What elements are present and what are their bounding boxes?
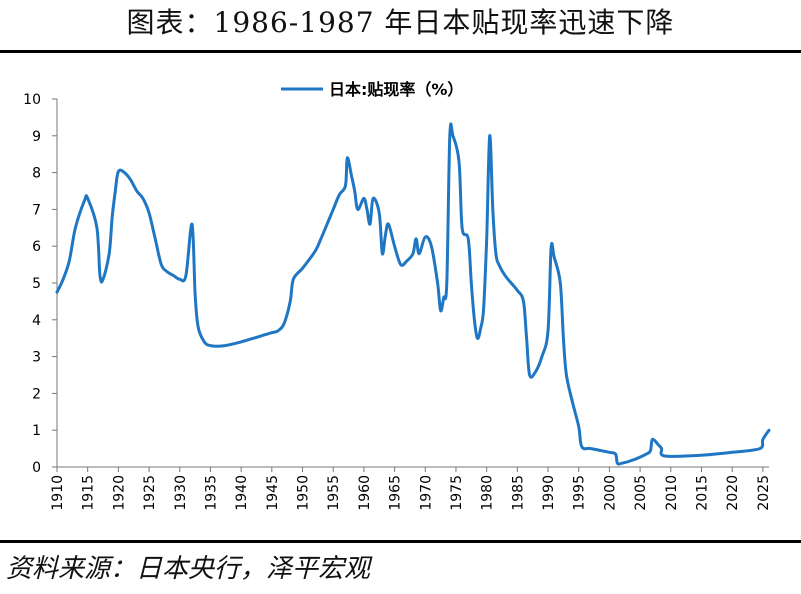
y-tick-label: 5: [32, 276, 41, 292]
x-tick-label: 1975: [449, 475, 465, 511]
series-group: [55, 122, 771, 466]
x-tick-label: 1995: [572, 475, 588, 511]
x-tick-label: 1940: [234, 475, 250, 511]
axes: [56, 99, 769, 468]
y-tick-label: 7: [32, 202, 41, 218]
source-note: 资料来源：日本央行，泽平宏观: [6, 554, 371, 584]
y-tick-label: 2: [32, 386, 41, 402]
x-tick-label: 1990: [541, 475, 557, 511]
x-tick-label: 2025: [756, 475, 772, 511]
line-chart: 日本:贴现率（%） 1910 1915 1920 1925 1930 1935 1940 19…: [23, 80, 772, 511]
bottom-divider: [0, 540, 801, 543]
x-tick-label: 2015: [694, 475, 710, 511]
y-tick-label: 1: [32, 423, 41, 439]
x-tick-label: 1910: [50, 475, 66, 511]
x-tick-label: 2010: [664, 475, 680, 511]
top-divider: [0, 50, 801, 53]
x-tick-label: 2005: [633, 475, 649, 511]
x-tick-label: 1955: [326, 475, 342, 511]
y-tick-label: 9: [32, 129, 41, 145]
x-tick-label: 1945: [265, 475, 281, 511]
x-tick-label: 2000: [602, 475, 618, 511]
y-tick-label: 4: [32, 313, 41, 329]
x-tick-label: 1985: [510, 475, 526, 511]
x-tick-label: 1980: [480, 475, 496, 511]
y-tick-label: 8: [32, 166, 41, 182]
legend-label: 日本:贴现率（%）: [329, 80, 463, 99]
x-tick-label: 1915: [81, 475, 97, 511]
y-axis-ticks: 0 1 2 3 4 5 6 7 8 9 10: [23, 92, 57, 476]
x-tick-label: 1925: [142, 475, 158, 511]
y-tick-label: 6: [32, 239, 41, 255]
x-tick-label: 1920: [111, 475, 127, 511]
y-tick-label: 0: [32, 460, 41, 476]
x-tick-label: 1965: [388, 475, 404, 511]
chart-title: 图表：1986-1987 年日本贴现率迅速下降: [126, 6, 675, 39]
y-tick-label: 3: [32, 350, 41, 366]
x-axis-ticks: 1910 1915 1920 1925 1930 1935 1940 1945 1950 1955…: [50, 467, 772, 511]
x-tick-label: 1960: [357, 475, 373, 511]
x-tick-label: 1950: [296, 475, 312, 511]
y-tick-label: 10: [23, 92, 41, 108]
legend: 日本:贴现率（%）: [281, 80, 463, 99]
x-tick-label: 1935: [203, 475, 219, 511]
x-tick-label: 1970: [418, 475, 434, 511]
series-line: [55, 122, 771, 466]
x-tick-label: 2020: [725, 475, 741, 511]
x-tick-label: 1930: [173, 475, 189, 511]
